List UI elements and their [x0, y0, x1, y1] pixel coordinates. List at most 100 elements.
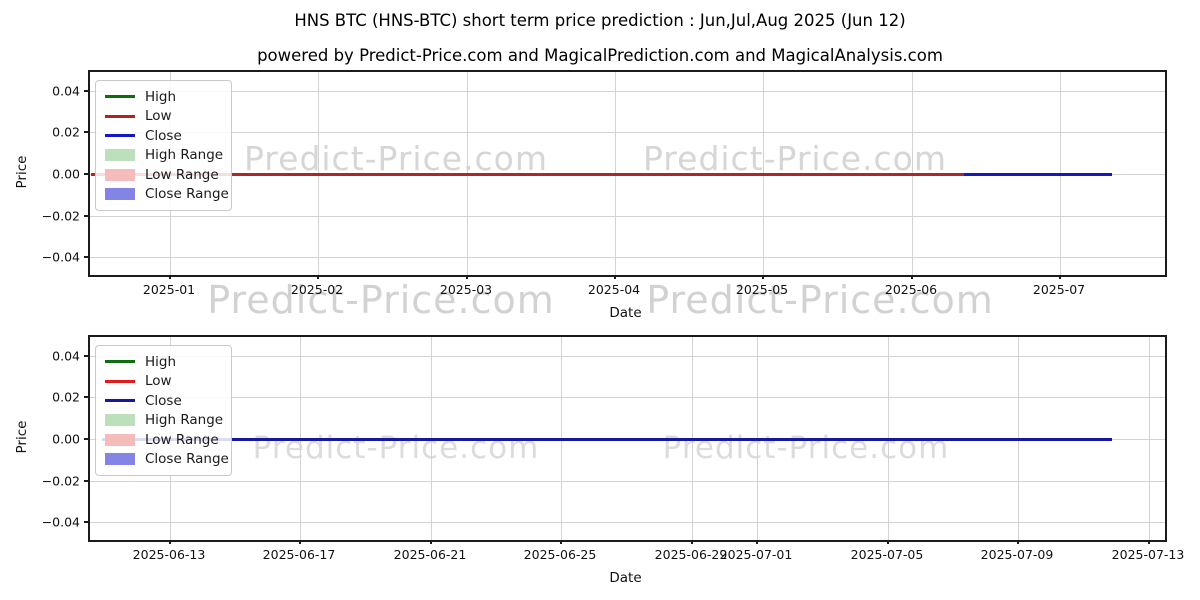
- x-tick-label: 2025-06-25: [523, 547, 597, 562]
- x-tick-label: 2025-06-17: [262, 547, 336, 562]
- watermark-text: Predict-Price.com: [243, 139, 549, 178]
- gridline-horizontal: [90, 132, 1165, 133]
- legend-item: Close: [105, 391, 231, 411]
- watermark-text: Predict-Price.com: [207, 278, 555, 322]
- legend-item-label: Close: [145, 392, 182, 409]
- x-tick-label: 2025-07-05: [850, 547, 924, 562]
- y-tick-mark: [84, 396, 88, 398]
- y-tick-label: 0.04: [52, 348, 80, 364]
- x-axis-label: Date: [609, 570, 642, 586]
- y-tick-mark: [84, 90, 88, 92]
- gridline-horizontal: [90, 481, 1165, 482]
- legend-item-label: High: [145, 88, 177, 105]
- x-tick-mark: [614, 275, 616, 279]
- gridline-horizontal: [90, 216, 1165, 217]
- gridline-horizontal: [90, 257, 1165, 258]
- x-tick-mark: [299, 540, 301, 544]
- x-tick-mark: [1148, 540, 1150, 544]
- legend-item-label: Close Range: [145, 186, 229, 203]
- legend-line-swatch: [105, 399, 135, 403]
- x-tick-label: 2025-07-09: [980, 547, 1054, 562]
- legend-item-label: High: [145, 353, 177, 370]
- legend-item: High Range: [105, 146, 231, 166]
- x-tick-label: 2025-06-21: [393, 547, 467, 562]
- x-tick-label: 2025-04: [587, 282, 641, 297]
- legend-item: Low: [105, 107, 231, 127]
- legend-box: High Low Close High Range Low Range Close Ran…: [95, 80, 232, 211]
- y-tick-mark: [84, 438, 88, 440]
- x-tick-label: 2025-07: [1032, 282, 1086, 297]
- legend-patch-swatch: [105, 188, 135, 201]
- gridline-horizontal: [90, 522, 1165, 523]
- y-tick-label: −0.02: [41, 473, 80, 489]
- x-tick-label: 2025-03: [439, 282, 493, 297]
- legend-line-swatch: [105, 379, 135, 383]
- x-tick-mark: [1017, 540, 1019, 544]
- x-tick-mark: [317, 275, 319, 279]
- x-tick-label: 2025-01: [142, 282, 196, 297]
- y-tick-mark: [84, 131, 88, 133]
- x-tick-mark: [560, 540, 562, 544]
- legend-item-label: Low Range: [145, 431, 219, 448]
- x-tick-mark: [169, 540, 171, 544]
- legend-item: Close Range: [105, 450, 231, 470]
- legend-item: High: [105, 87, 231, 107]
- plot-area: High Low Close High Range Low Range Close Ran…: [88, 70, 1167, 277]
- y-tick-label: 0.04: [52, 83, 80, 99]
- gridline-horizontal: [90, 397, 1165, 398]
- legend-item-label: Low Range: [145, 166, 219, 183]
- x-tick-label: 2025-06-13: [132, 547, 206, 562]
- y-tick-label: 0.02: [52, 124, 80, 140]
- legend-item: Low: [105, 372, 231, 392]
- legend-item: Low Range: [105, 165, 231, 185]
- legend-item: High: [105, 352, 231, 372]
- x-tick-mark: [911, 275, 913, 279]
- legend-item-label: Low: [145, 373, 172, 390]
- gridline-horizontal: [90, 356, 1165, 357]
- chart-subtitle: powered by Predict-Price.com and Magical…: [257, 46, 943, 65]
- y-tick-mark: [84, 215, 88, 217]
- legend-line-swatch: [105, 360, 135, 364]
- legend-item-label: High Range: [145, 147, 224, 164]
- legend-patch-swatch: [105, 168, 135, 181]
- gridline-horizontal: [90, 91, 1165, 92]
- x-tick-mark: [169, 275, 171, 279]
- watermark-text: Predict-Price.com: [662, 430, 950, 466]
- x-tick-label: 2025-02: [290, 282, 344, 297]
- legend-item-label: Close Range: [145, 451, 229, 468]
- gridline-vertical: [1149, 337, 1150, 540]
- price-line-segment: [91, 173, 964, 176]
- legend-item-label: Low: [145, 108, 172, 125]
- y-tick-label: −0.04: [41, 514, 80, 530]
- legend-item-label: Close: [145, 127, 182, 144]
- legend-line-swatch: [105, 134, 135, 138]
- y-tick-label: 0.00: [52, 431, 80, 447]
- chart-title: HNS BTC (HNS-BTC) short term price predi…: [294, 11, 906, 30]
- x-tick-mark: [762, 275, 764, 279]
- price-line-segment: [964, 173, 1112, 176]
- y-tick-label: −0.04: [41, 249, 80, 265]
- y-axis-label: Price: [14, 420, 30, 453]
- legend-line-swatch: [105, 114, 135, 118]
- legend-item: High Range: [105, 411, 231, 431]
- legend-line-swatch: [105, 95, 135, 99]
- y-axis-label: Price: [14, 155, 30, 188]
- y-tick-label: 0.02: [52, 389, 80, 405]
- legend-item: Low Range: [105, 430, 231, 450]
- x-tick-label: 2025-06: [884, 282, 938, 297]
- x-axis-label: Date: [609, 305, 642, 321]
- x-tick-mark: [756, 540, 758, 544]
- plot-area: High Low Close High Range Low Range Close Ran…: [88, 335, 1167, 542]
- watermark-text: Predict-Price.com: [646, 278, 994, 322]
- y-tick-mark: [84, 355, 88, 357]
- x-tick-label: 2025-07-01: [719, 547, 793, 562]
- legend-patch-swatch: [105, 433, 135, 446]
- x-tick-mark: [430, 540, 432, 544]
- x-tick-mark: [1059, 275, 1061, 279]
- y-tick-label: 0.00: [52, 166, 80, 182]
- x-tick-mark: [466, 275, 468, 279]
- legend-item: Close Range: [105, 185, 231, 205]
- legend-item: Close: [105, 126, 231, 146]
